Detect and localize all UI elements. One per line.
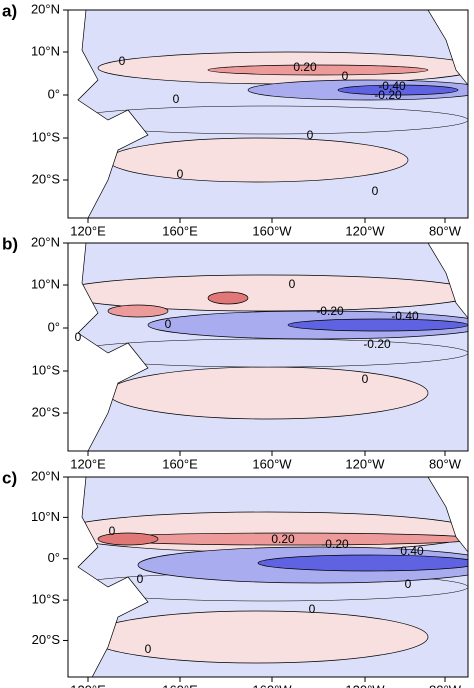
positive-region <box>207 64 429 76</box>
contour-label: -0.40 <box>391 309 419 323</box>
x-tick-label: 160°E <box>162 456 198 471</box>
y-tick-label: 0° <box>48 550 60 565</box>
contour-label: 0 <box>405 577 412 591</box>
positive-region <box>107 137 409 183</box>
land <box>68 477 149 677</box>
contour-label: 0 <box>309 602 316 616</box>
y-tick-label: 10°S <box>32 592 61 607</box>
land <box>427 477 468 553</box>
x-tick-label: 160°W <box>252 223 292 238</box>
map-panel <box>68 477 468 677</box>
contour-label: 0.20 <box>271 532 295 546</box>
map-panel <box>68 10 468 218</box>
contour-label: -0.20 <box>363 337 391 351</box>
x-tick-label: 120°W <box>345 223 385 238</box>
positive-region <box>107 304 169 318</box>
contour-label: 0.40 <box>400 544 424 558</box>
y-tick-label: 0° <box>48 319 60 334</box>
x-tick-label: 80°W <box>429 456 462 471</box>
y-tick-label: 10°S <box>32 129 61 144</box>
positive-region <box>207 291 249 305</box>
positive-region <box>87 610 429 664</box>
land <box>68 10 149 218</box>
positive-region <box>68 274 468 312</box>
x-tick-label: 160°W <box>252 682 292 688</box>
positive-region <box>97 532 159 546</box>
x-tick-label: 80°W <box>429 223 462 238</box>
plot-frame <box>67 9 469 219</box>
plot-frame <box>67 476 469 678</box>
map-panel <box>68 243 468 451</box>
panel-label: a) <box>2 1 17 20</box>
x-tick-label: 120°E <box>70 456 106 471</box>
x-tick-label: 160°W <box>252 456 292 471</box>
x-tick-label: 80°W <box>429 682 462 688</box>
y-tick-label: 10°N <box>31 509 60 524</box>
contour-label: -0.20 <box>321 537 349 551</box>
contour-label: 0 <box>173 92 180 106</box>
panel-label: c) <box>2 468 17 487</box>
negative-region <box>337 84 459 96</box>
negative-region <box>68 105 468 135</box>
contour-label: 0 <box>372 184 379 198</box>
contour-label: -0.20 <box>316 304 344 318</box>
y-tick-label: 20°N <box>31 234 60 249</box>
contour-label: 0 <box>137 572 144 586</box>
y-tick-label: 20°S <box>32 404 61 419</box>
contour-label: 0 <box>109 524 116 538</box>
contour-label: -0.20 <box>374 88 402 102</box>
x-tick-label: 120°W <box>345 682 385 688</box>
land <box>68 243 149 451</box>
y-tick-label: 20°S <box>32 632 61 647</box>
contour-label: 0 <box>307 128 314 142</box>
x-tick-label: 120°E <box>70 682 106 688</box>
contour-label: 0 <box>289 277 296 291</box>
contour-label: 0 <box>165 317 172 331</box>
land <box>427 243 468 319</box>
contour-label: 0 <box>342 69 349 83</box>
contour-label: -0.40 <box>378 79 406 93</box>
x-tick-label: 160°E <box>162 223 198 238</box>
contour-label: 0 <box>177 167 184 181</box>
land <box>427 10 468 86</box>
y-tick-label: 10°N <box>31 43 60 58</box>
negative-region <box>68 338 468 368</box>
y-tick-label: 20°N <box>31 468 60 483</box>
x-tick-label: 160°E <box>162 682 198 688</box>
contour-label: 0 <box>362 372 369 386</box>
negative-region <box>287 318 468 332</box>
contour-label: 0 <box>119 54 126 68</box>
positive-region <box>107 366 429 420</box>
y-tick-label: 10°S <box>32 362 61 377</box>
y-tick-label: 20°N <box>31 1 60 16</box>
contour-label: 0 <box>145 642 152 656</box>
y-tick-label: 10°N <box>31 276 60 291</box>
y-tick-label: 0° <box>48 86 60 101</box>
contour-label: 0.20 <box>293 60 317 74</box>
x-tick-label: 120°E <box>70 223 106 238</box>
x-tick-label: 120°W <box>345 456 385 471</box>
contour-label: 0 <box>75 330 82 344</box>
negative-region <box>257 554 468 572</box>
y-tick-label: 20°S <box>32 171 61 186</box>
panel-label: b) <box>2 234 18 253</box>
plot-frame <box>67 242 469 452</box>
